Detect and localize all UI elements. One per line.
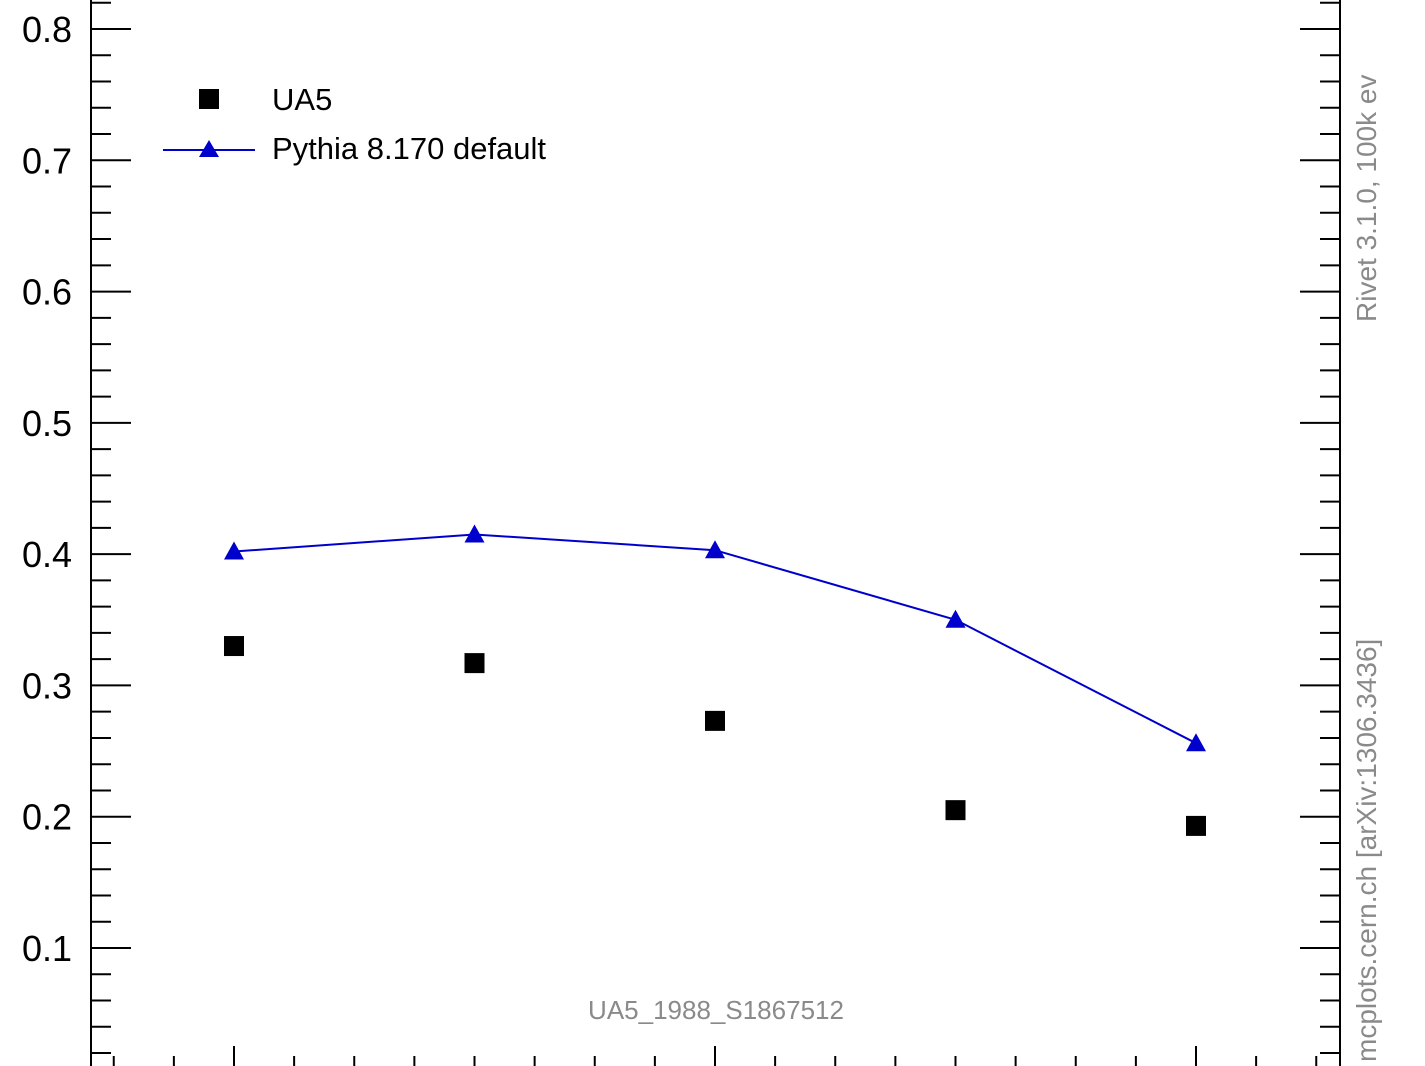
y-tick-label: 0.3	[22, 665, 72, 706]
legend-ua5-label: UA5	[272, 82, 332, 117]
y-tick-label: 0.4	[22, 534, 72, 575]
ua5-data-point	[1186, 815, 1206, 836]
ua5-data-point	[945, 800, 966, 821]
ua5-data-point	[705, 710, 725, 731]
rivet-version-label: Rivet 3.1.0, 100k ev	[1351, 75, 1382, 322]
x-ticks	[112, 1046, 1318, 1066]
y-tick-labels: 0.1 0.2 0.3 0.4 0.5 0.6 0.7 0.8 0	[22, 9, 72, 1066]
y-tick-label-zero: 0	[52, 1059, 72, 1066]
pythia-data-point	[945, 609, 966, 628]
y-tick-label: 0.2	[22, 797, 72, 838]
pythia-data-point	[464, 524, 485, 543]
analysis-id-label: UA5_1988_S1867512	[588, 995, 844, 1025]
markers-group	[224, 524, 1206, 836]
legend: UA5 Pythia 8.170 default	[163, 82, 546, 166]
plot-frame	[90, 0, 1341, 1066]
y-tick-label: 0.6	[22, 272, 72, 313]
pythia-data-point	[224, 541, 244, 560]
pythia-data-point	[1186, 733, 1206, 752]
ua5-data-point	[464, 653, 485, 674]
pythia-data-point	[705, 540, 725, 559]
legend-ua5-marker	[199, 89, 219, 109]
mcplots-label: mcplots.cern.ch [arXiv:1306.3436]	[1351, 639, 1382, 1062]
y-tick-label: 0.1	[22, 928, 72, 969]
y-tick-label: 0.7	[22, 140, 72, 181]
legend-pythia-marker	[199, 140, 219, 157]
ua5-data-point	[224, 636, 244, 657]
y-tick-label: 0.5	[22, 403, 72, 444]
y-tick-label: 0.8	[22, 9, 72, 50]
legend-pythia-label: Pythia 8.170 default	[272, 131, 546, 166]
y-ticks	[91, 1, 1340, 1055]
